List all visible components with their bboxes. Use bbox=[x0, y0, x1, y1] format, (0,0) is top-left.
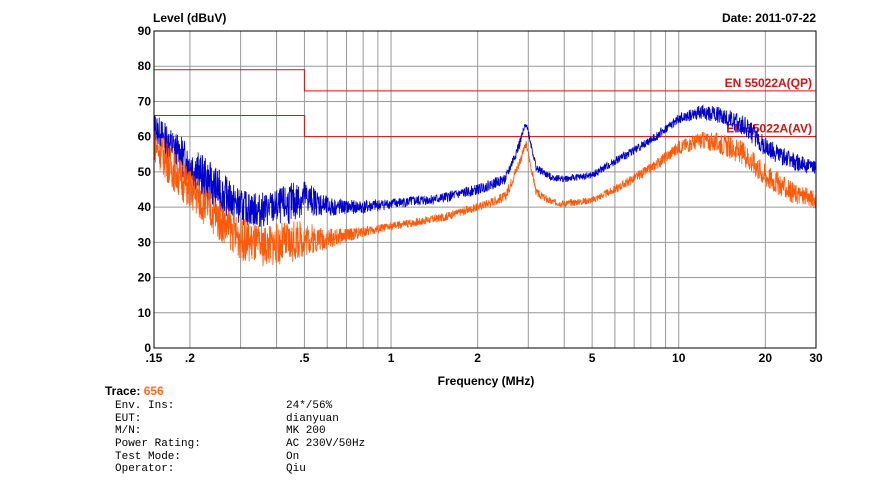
info-rows: Env. Ins: 24*/56% EUT: dianyuan M/N: MK 200 Po… bbox=[105, 400, 365, 476]
y-tick-label: 0 bbox=[144, 341, 151, 355]
x-tick-label: .2 bbox=[185, 351, 195, 365]
x-tick-label: 5 bbox=[589, 351, 596, 365]
x-tick-label: 10 bbox=[672, 351, 686, 365]
limit-label: EN 55022A(QP) bbox=[725, 76, 812, 90]
y-tick-label: 90 bbox=[138, 24, 152, 38]
info-label: Test Mode: bbox=[115, 450, 182, 463]
trace-value: 656 bbox=[143, 384, 164, 398]
date-label: Date: 2011-07-22 bbox=[722, 11, 816, 25]
info-label: Power Rating: bbox=[115, 438, 201, 451]
x-tick-label: 20 bbox=[759, 351, 773, 365]
series-line bbox=[153, 130, 817, 267]
y-tick-label: 60 bbox=[138, 130, 152, 144]
y-tick-label: 50 bbox=[138, 165, 152, 179]
y-axis-label: Level (dBuV) bbox=[153, 11, 226, 25]
info-row: Operator: Qiu bbox=[115, 463, 365, 476]
series-layer bbox=[153, 104, 817, 267]
info-row: M/N: MK 200 bbox=[115, 425, 365, 438]
y-tick-label: 80 bbox=[138, 59, 152, 73]
trace-label: Trace: bbox=[105, 384, 141, 398]
info-row: Test Mode: On bbox=[115, 451, 365, 464]
info-label: Operator: bbox=[115, 463, 175, 476]
info-row: EUT: dianyuan bbox=[115, 413, 365, 426]
y-tick-label: 30 bbox=[138, 235, 152, 249]
limit-line bbox=[154, 69, 816, 92]
limit-line bbox=[154, 115, 816, 138]
trace-line: Trace: 656 bbox=[105, 384, 365, 398]
x-tick-label: 30 bbox=[809, 351, 823, 365]
y-tick-label: 40 bbox=[138, 200, 152, 214]
x-tick-label: .15 bbox=[146, 351, 163, 365]
tick-labels: .15 .2 .5 1 2 5 10 20 30 0 10 20 30 40 50 60 70 80 90 bbox=[138, 24, 823, 365]
info-row: Env. Ins: 24*/56% bbox=[115, 400, 365, 413]
x-tick-label: 2 bbox=[474, 351, 481, 365]
series-line bbox=[153, 104, 817, 227]
x-tick-label: .5 bbox=[299, 351, 309, 365]
info-row: Power Rating: AC 230V/50Hz bbox=[115, 438, 365, 451]
info-value: Qiu bbox=[286, 463, 306, 476]
y-tick-label: 70 bbox=[138, 94, 152, 108]
info-label: Env. Ins: bbox=[115, 400, 175, 412]
info-value: MK 200 bbox=[286, 425, 326, 438]
test-info: Trace: 656 Env. Ins: 24*/56% EUT: dianyuan M… bbox=[105, 384, 365, 476]
info-value: On bbox=[286, 450, 300, 463]
emi-chart: EN 55022A(QP)EN 55022A(AV) .15 .2 .5 1 2 5 10 2… bbox=[138, 11, 823, 388]
plot-frame bbox=[153, 30, 817, 349]
info-value: dianyuan bbox=[286, 412, 339, 425]
y-tick-label: 10 bbox=[138, 306, 152, 320]
info-value: AC 230V/50Hz bbox=[286, 438, 366, 451]
info-label: M/N: bbox=[115, 425, 142, 438]
x-axis-label: Frequency (MHz) bbox=[438, 374, 535, 388]
info-value: 24*/56% bbox=[286, 400, 333, 412]
x-tick-label: 1 bbox=[388, 351, 395, 365]
y-tick-label: 20 bbox=[138, 271, 152, 285]
limit-lines: EN 55022A(QP)EN 55022A(AV) bbox=[154, 69, 816, 138]
info-label: EUT: bbox=[115, 412, 142, 425]
